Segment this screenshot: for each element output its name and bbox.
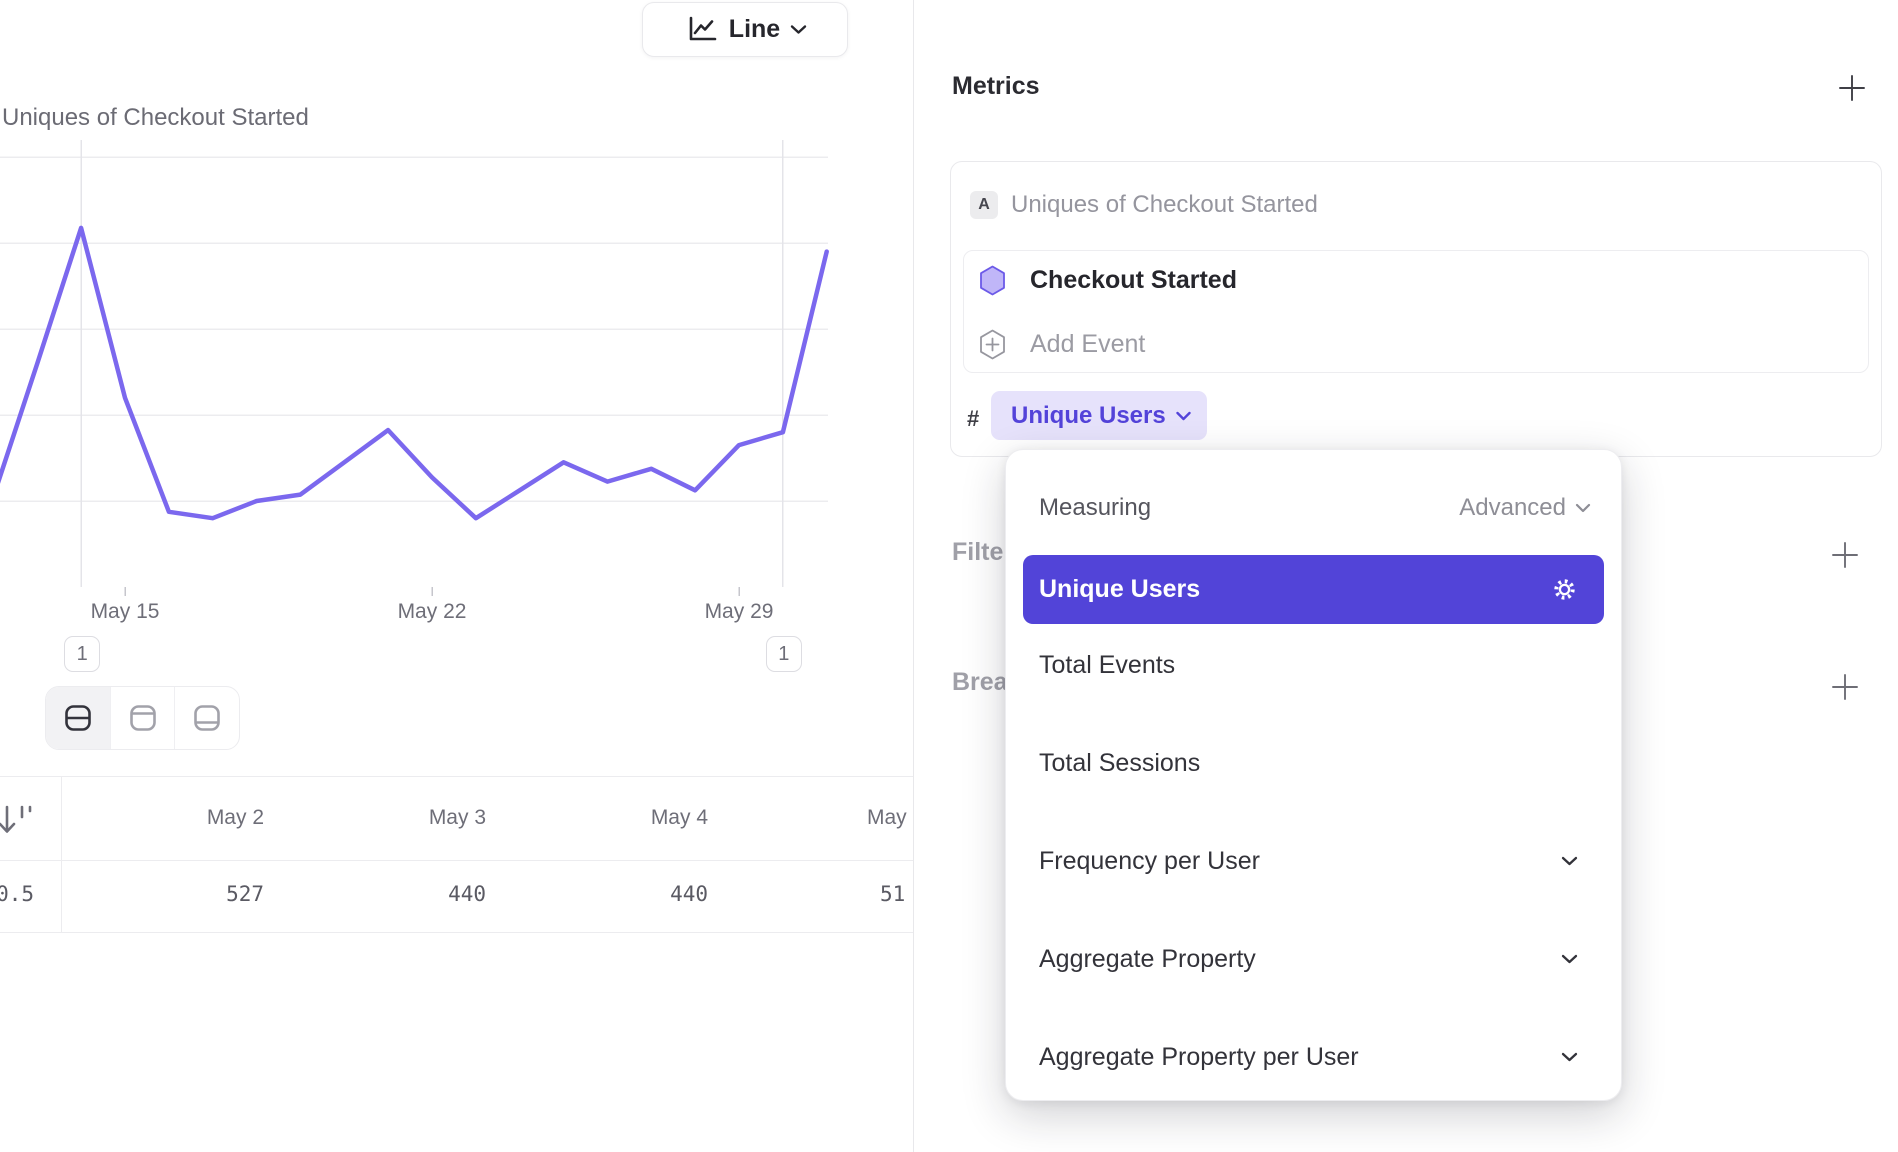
chevron-down-icon (790, 24, 807, 35)
chevron-down-icon (1561, 1052, 1578, 1062)
annotation-badge[interactable]: 1 (765, 636, 802, 672)
measurement-chip-label: Unique Users (1011, 401, 1166, 429)
metric-name[interactable]: Uniques of Checkout Started (1011, 191, 1318, 218)
dropdown-item-label: Frequency per User (1039, 846, 1260, 875)
layout-bottom-icon (191, 702, 223, 734)
table-cell: 440 (670, 882, 708, 906)
x-axis-label: May 29 (704, 600, 774, 623)
dropdown-item-total-sessions[interactable]: Total Sessions (1023, 731, 1604, 795)
line-series[interactable] (0, 225, 829, 521)
metric-card: A Uniques of Checkout Started Checkout S… (950, 161, 1882, 457)
chart-title: Uniques of Checkout Started (2, 104, 309, 131)
dropdown-item-label: Aggregate Property per User (1039, 1042, 1359, 1071)
sort-descending-icon[interactable] (0, 802, 34, 843)
table-cell: 51 (880, 882, 906, 906)
chart-type-label: Line (728, 15, 781, 43)
layout-top-button[interactable] (109, 687, 175, 749)
table-column-header[interactable]: May 2 (206, 806, 264, 829)
event-hexagon-icon (979, 265, 1006, 296)
gear-icon[interactable] (1551, 576, 1578, 603)
table-cell: 527 (226, 882, 264, 906)
table-top-border (0, 776, 913, 777)
event-name: Checkout Started (1030, 265, 1237, 294)
event-row[interactable]: Checkout Started (979, 263, 1839, 297)
dropdown-item-label: Unique Users (1039, 575, 1201, 603)
dropdown-item-frequency-per-user[interactable]: Frequency per User (1023, 829, 1604, 893)
x-axis-label: May 15 (90, 600, 160, 623)
annotation-badge[interactable]: 1 (64, 636, 101, 672)
chevron-down-icon (1561, 856, 1578, 866)
dropdown-item-aggregate-property[interactable]: Aggregate Property (1023, 927, 1604, 991)
dropdown-header: Measuring Advanced (1039, 493, 1591, 523)
gridlines (0, 156, 828, 502)
layout-top-icon (127, 702, 159, 734)
dropdown-item-label: Aggregate Property (1039, 944, 1256, 973)
event-box: Checkout Started Add Event (963, 250, 1869, 373)
table-row-label: 0.5 (0, 882, 34, 906)
table-column-header[interactable]: May 3 (428, 806, 486, 829)
x-axis-ticks (124, 587, 740, 596)
dropdown-item-label: Total Events (1039, 650, 1176, 679)
x-axis-label: May 22 (397, 600, 467, 623)
panel-divider (913, 0, 914, 1152)
add-event-button[interactable]: Add Event (979, 327, 1839, 361)
dropdown-item-unique-users[interactable]: Unique Users (1023, 555, 1604, 624)
measuring-label: Measuring (1039, 494, 1152, 521)
line-chart (0, 140, 829, 596)
add-filter-button[interactable] (1830, 540, 1860, 575)
advanced-mode-toggle[interactable]: Advanced (1459, 494, 1591, 522)
dropdown-item-total-events[interactable]: Total Events (1023, 633, 1604, 697)
layout-split-button[interactable] (46, 687, 110, 749)
table-column-header[interactable]: May 5 (867, 806, 913, 829)
layout-bottom-button[interactable] (174, 687, 239, 749)
advanced-label: Advanced (1459, 494, 1566, 521)
measurement-chip[interactable]: Unique Users (991, 391, 1207, 440)
add-event-label: Add Event (1030, 329, 1146, 358)
dropdown-item-label: Total Sessions (1039, 748, 1201, 777)
metric-letter-badge[interactable]: A (970, 191, 998, 219)
chevron-down-icon (1561, 954, 1578, 964)
chart-type-button[interactable]: Line (642, 2, 848, 57)
add-breakdown-button[interactable] (1830, 672, 1860, 707)
chevron-down-icon (1176, 411, 1191, 421)
measurement-hash-prefix: # (967, 406, 980, 431)
layout-toggle-group (45, 686, 240, 750)
table-column-separator (61, 776, 62, 932)
table-header-border (0, 860, 913, 861)
table-column-header[interactable]: May 4 (650, 806, 708, 829)
chart-panel: Line Uniques of Checkout Started (0, 0, 913, 1152)
add-metric-button[interactable] (1837, 73, 1867, 108)
metrics-section-title: Metrics (952, 72, 1040, 100)
layout-split-icon (62, 702, 94, 734)
measuring-dropdown: Measuring Advanced Unique Users Total (1005, 449, 1622, 1101)
add-event-hexagon-icon (979, 329, 1006, 360)
table-row-border (0, 932, 913, 933)
line-chart-icon (683, 14, 719, 46)
chevron-down-icon (1575, 503, 1591, 513)
table-cell: 440 (448, 882, 486, 906)
dropdown-item-aggregate-property-per-user[interactable]: Aggregate Property per User (1023, 1025, 1604, 1089)
